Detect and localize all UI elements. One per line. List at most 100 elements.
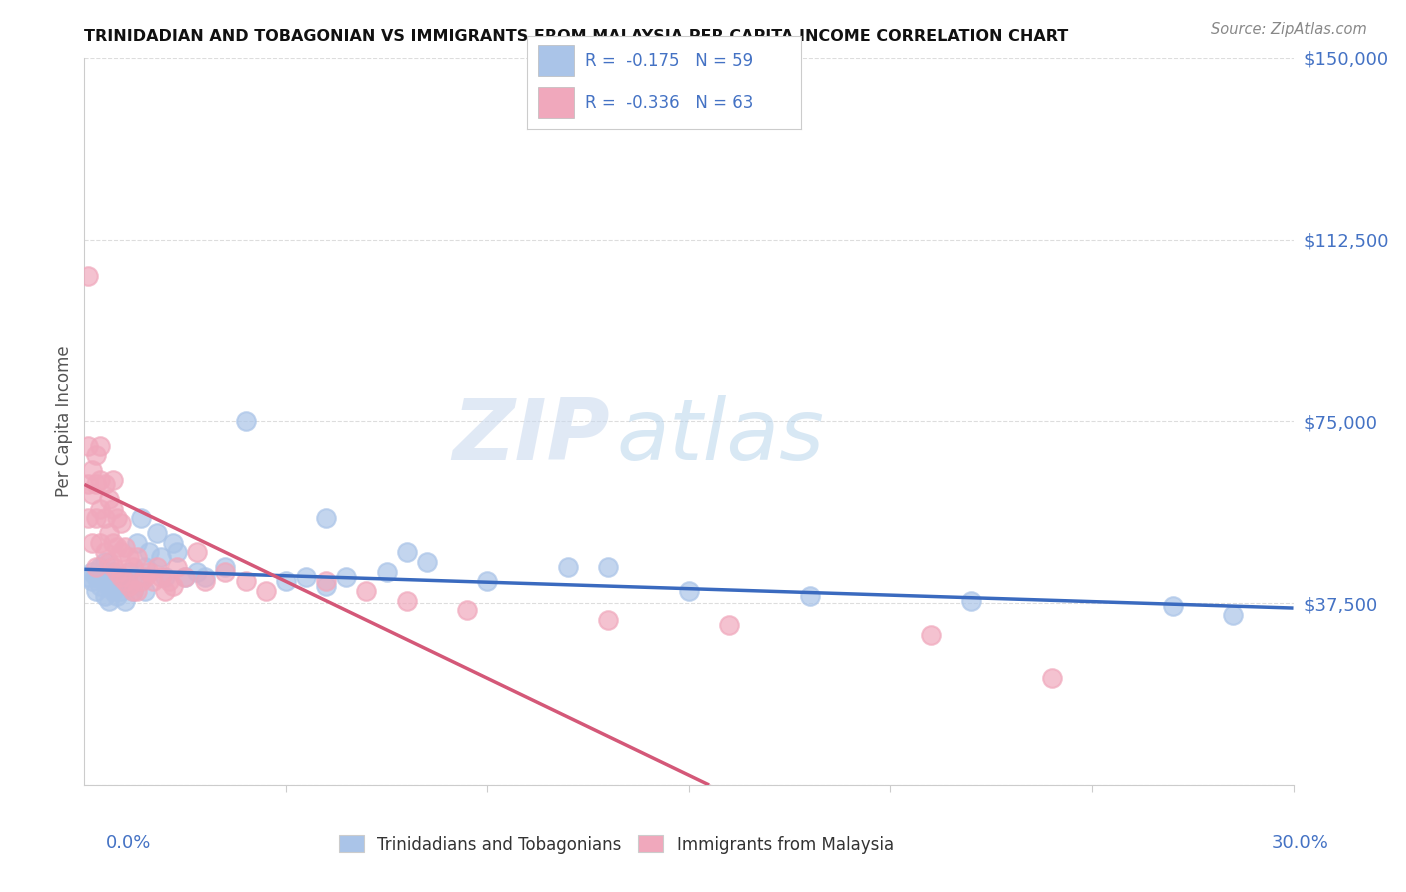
Legend: Trinidadians and Tobagonians, Immigrants from Malaysia: Trinidadians and Tobagonians, Immigrants… [332,829,900,860]
Point [86,449,108,463]
Point [142,574,165,589]
Point [86,477,108,491]
Point [82,565,104,579]
Point [93,477,115,491]
Point [235,574,257,589]
Point [77,477,100,491]
Point [89,501,111,516]
Y-axis label: Per Capita Income: Per Capita Income [55,346,73,497]
Point [93,545,115,559]
Point [93,565,115,579]
Point [678,584,700,599]
Point [97,594,120,608]
Point [93,555,115,569]
Point [101,560,124,574]
Point [134,584,156,599]
Point [214,560,236,574]
Point [89,560,111,574]
Point [134,560,156,574]
Point [125,584,148,599]
Point [93,574,115,589]
Point [395,545,418,559]
Point [166,545,188,559]
Point [214,565,236,579]
Point [105,589,128,603]
Point [395,594,418,608]
Point [77,269,100,284]
Point [129,574,152,589]
Point [86,560,108,574]
Point [129,511,152,525]
Point [82,535,104,549]
Point [718,618,741,632]
Text: R =  -0.336   N = 63: R = -0.336 N = 63 [585,95,754,112]
Point [110,569,132,583]
Point [89,439,111,453]
Point [146,560,169,574]
Point [295,569,318,583]
Point [89,579,111,593]
Point [557,560,579,574]
Point [149,569,172,583]
Point [114,574,136,589]
Point [799,589,821,603]
Point [1222,608,1244,623]
Point [93,589,115,603]
Text: TRINIDADIAN AND TOBAGONIAN VS IMMIGRANTS FROM MALAYSIA PER CAPITA INCOME CORRELA: TRINIDADIAN AND TOBAGONIAN VS IMMIGRANTS… [84,29,1069,45]
Text: 30.0%: 30.0% [1272,834,1329,852]
Text: Source: ZipAtlas.com: Source: ZipAtlas.com [1211,22,1367,37]
Point [110,584,132,599]
Point [254,584,277,599]
Point [598,560,620,574]
Text: 0.0%: 0.0% [105,834,150,852]
Point [157,574,180,589]
FancyBboxPatch shape [538,45,574,76]
Text: ZIP: ZIP [453,394,610,477]
Point [335,569,357,583]
Point [77,439,100,453]
Point [114,541,136,555]
Point [121,584,143,599]
Point [101,565,124,579]
Point [101,584,124,599]
Point [153,569,176,583]
Point [77,569,100,583]
Point [315,574,337,589]
Point [960,594,983,608]
Point [194,574,217,589]
Point [86,569,108,583]
Point [97,579,120,593]
Point [356,584,378,599]
Point [101,574,124,589]
Point [121,584,143,599]
Point [82,487,104,501]
Point [118,565,141,579]
Point [82,463,104,477]
Point [93,511,115,525]
Text: atlas: atlas [616,394,824,477]
Point [82,574,104,589]
Point [194,569,217,583]
Point [97,569,120,583]
Point [86,584,108,599]
Point [101,535,124,549]
Point [166,560,188,574]
Point [1040,671,1063,685]
Point [77,511,100,525]
Point [138,565,160,579]
Point [110,516,132,531]
Point [375,565,398,579]
Point [114,574,136,589]
Point [86,511,108,525]
Point [416,555,439,569]
Point [146,525,169,540]
Point [118,579,141,593]
Point [118,550,141,565]
Point [920,628,942,642]
Point [101,473,124,487]
Point [105,541,128,555]
Point [118,579,141,593]
Point [121,569,143,583]
Point [149,550,172,565]
Point [105,579,128,593]
